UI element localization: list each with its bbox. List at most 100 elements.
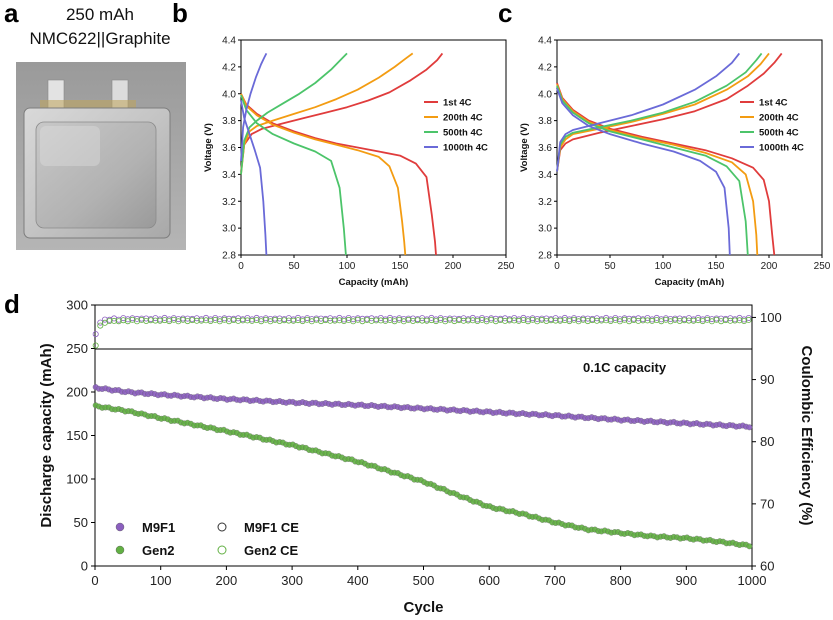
legend-label: 200th 4C bbox=[759, 113, 799, 124]
y-axis-label: Discharge capacity (mAh) bbox=[38, 343, 55, 527]
data-point bbox=[276, 317, 283, 324]
data-point bbox=[731, 317, 738, 324]
data-point bbox=[745, 316, 752, 323]
data-point bbox=[483, 316, 490, 323]
series-line-discharge bbox=[556, 82, 776, 256]
data-point bbox=[685, 317, 692, 324]
data-point bbox=[658, 316, 665, 323]
data-point bbox=[442, 316, 449, 323]
data-point bbox=[722, 317, 729, 324]
series-m9f1 bbox=[92, 384, 753, 431]
y-tick-label: 300 bbox=[66, 298, 88, 313]
legend-marker bbox=[217, 522, 227, 532]
data-point bbox=[571, 315, 578, 322]
y-tick-label: 3.4 bbox=[222, 170, 236, 181]
data-point bbox=[708, 316, 715, 323]
x-tick-label: 1000 bbox=[738, 573, 767, 588]
series-line-discharge bbox=[556, 83, 759, 256]
data-point bbox=[621, 315, 628, 322]
series-line-charge bbox=[556, 52, 770, 172]
data-point bbox=[437, 315, 444, 322]
x-tick-label: 100 bbox=[655, 261, 672, 272]
data-point bbox=[391, 316, 398, 323]
data-point bbox=[235, 317, 242, 324]
legend-label: 1st 4C bbox=[443, 98, 472, 109]
legend-label: 500th 4C bbox=[759, 128, 799, 139]
legend-marker bbox=[115, 522, 125, 532]
legend-label: 1000th 4C bbox=[443, 143, 488, 154]
data-point bbox=[538, 316, 545, 323]
x-tick-label: 700 bbox=[544, 573, 566, 588]
data-point bbox=[271, 316, 278, 323]
data-point bbox=[143, 317, 150, 324]
cell-chemistry-caption: NMC622||Graphite bbox=[29, 29, 170, 48]
data-point bbox=[170, 315, 177, 322]
data-point bbox=[322, 317, 329, 324]
y-tick-label: 3.0 bbox=[222, 224, 236, 235]
data-point bbox=[184, 318, 191, 325]
data-point bbox=[414, 317, 421, 324]
data-point bbox=[363, 316, 370, 323]
data-point bbox=[451, 318, 458, 325]
data-point bbox=[649, 317, 656, 324]
x-tick-label: 250 bbox=[814, 261, 831, 272]
y2-axis-label: Coulombic Efficiency (%) bbox=[798, 345, 815, 525]
data-point bbox=[124, 316, 131, 323]
data-point bbox=[488, 315, 495, 322]
panel-letter-a: a bbox=[4, 0, 19, 28]
data-point bbox=[561, 317, 568, 324]
y-tick-label: 0 bbox=[81, 559, 88, 574]
series-line-charge bbox=[556, 52, 783, 172]
legend-label: 1000th 4C bbox=[759, 143, 804, 154]
legend-label: 1st 4C bbox=[759, 98, 788, 109]
data-point bbox=[529, 315, 536, 322]
data-point bbox=[285, 317, 292, 324]
x-tick-label: 50 bbox=[288, 261, 300, 272]
data-point bbox=[667, 315, 674, 322]
data-point bbox=[644, 317, 651, 324]
y-axis-label: Voltage (V) bbox=[519, 123, 530, 172]
legend-label: 500th 4C bbox=[443, 128, 483, 139]
data-point bbox=[198, 317, 205, 324]
data-point bbox=[548, 317, 555, 324]
capacity-annotation: 0.1C capacity bbox=[583, 360, 667, 375]
data-point bbox=[377, 317, 384, 324]
data-point bbox=[662, 315, 669, 322]
x-tick-label: 150 bbox=[708, 261, 725, 272]
data-point bbox=[156, 317, 163, 324]
y-tick-label: 3.6 bbox=[222, 143, 236, 154]
data-point bbox=[120, 317, 127, 324]
panel-letter-c: c bbox=[498, 0, 512, 28]
plot-frame bbox=[94, 304, 753, 567]
data-point bbox=[469, 317, 476, 324]
y-tick-label: 100 bbox=[66, 472, 88, 487]
legend-label: Gen2 bbox=[142, 543, 175, 558]
y-tick-label: 2.8 bbox=[538, 251, 552, 262]
data-point bbox=[400, 315, 407, 322]
series-line-charge bbox=[556, 52, 763, 172]
y-tick-label: 3.8 bbox=[538, 116, 552, 127]
data-point bbox=[202, 317, 209, 324]
data-point bbox=[575, 316, 582, 323]
data-point bbox=[428, 317, 435, 324]
x-tick-label: 200 bbox=[445, 261, 462, 272]
series-gen2 bbox=[92, 402, 753, 550]
y-tick-label: 2.8 bbox=[222, 251, 236, 262]
y-tick-label: 4.0 bbox=[222, 89, 236, 100]
x-axis-label: Cycle bbox=[403, 599, 443, 616]
data-point bbox=[308, 316, 315, 323]
data-point bbox=[552, 317, 559, 324]
x-tick-label: 150 bbox=[392, 261, 409, 272]
data-point bbox=[635, 317, 642, 324]
data-point bbox=[672, 316, 679, 323]
y2-tick-label: 80 bbox=[760, 434, 774, 449]
data-point bbox=[718, 318, 725, 325]
data-point bbox=[92, 331, 99, 338]
data-point bbox=[534, 315, 541, 322]
data-point bbox=[304, 315, 311, 322]
y-tick-label: 4.4 bbox=[538, 36, 552, 47]
data-point bbox=[152, 317, 159, 324]
data-point bbox=[129, 315, 136, 322]
data-point bbox=[511, 317, 518, 324]
data-point bbox=[589, 317, 596, 324]
